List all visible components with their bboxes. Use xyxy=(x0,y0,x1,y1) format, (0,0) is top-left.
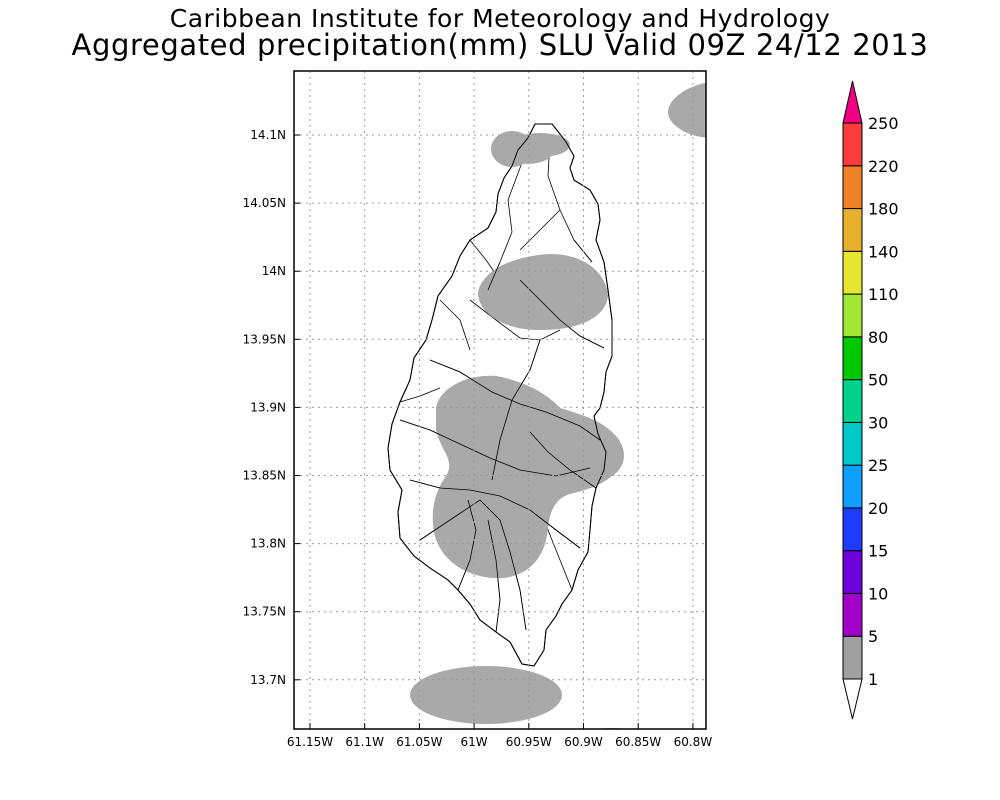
colorbar-label: 10 xyxy=(868,584,888,603)
island-coastline xyxy=(387,123,613,667)
lat-tick-label: 14N xyxy=(262,264,286,278)
colorbar-label: 140 xyxy=(868,242,899,261)
lat-tick-label: 13.9N xyxy=(250,400,286,414)
lat-tick-label: 13.7N xyxy=(250,673,286,687)
colorbar-segment xyxy=(842,592,863,637)
colorbar-segment xyxy=(842,379,863,423)
colorbar-label: 250 xyxy=(868,114,899,133)
lon-tick-label: 61.1W xyxy=(345,735,384,749)
lat-tick-label: 13.85N xyxy=(243,469,286,483)
precip-area-south xyxy=(410,666,562,724)
lon-tick-label: 61.15W xyxy=(287,735,333,749)
colorbar-segment xyxy=(842,208,863,252)
precip-area-central xyxy=(432,375,624,579)
colorbar-segment xyxy=(842,464,863,509)
lat-tick-label: 13.75N xyxy=(243,605,286,619)
precip-area-north-tip-3 xyxy=(510,133,570,157)
precipitation-areas xyxy=(410,82,706,729)
map-frame xyxy=(293,70,707,730)
colorbar-segment xyxy=(842,550,863,594)
colorbar-segment xyxy=(842,421,863,466)
grid-lines xyxy=(294,71,706,729)
colorbar-label: 110 xyxy=(868,285,899,304)
precip-area-far-ne xyxy=(668,82,706,138)
lon-tick-label: 60.95W xyxy=(506,735,552,749)
latitude-axis: 14.1N 14.05N 14N 13.95N 13.9N 13.85N 13.8N 13.7… xyxy=(243,128,300,687)
colorbar-segment xyxy=(842,165,863,210)
lat-tick-label: 14.05N xyxy=(243,196,286,210)
colorbar-label: 15 xyxy=(868,542,888,561)
lat-tick-label: 13.8N xyxy=(250,537,286,551)
longitude-axis: 61.15W 61.1W 61.05W 61W 60.95W 60.9W 60.85W 60.… xyxy=(287,723,712,749)
colorbar-segment xyxy=(842,635,863,680)
colorbar-label: 1 xyxy=(868,670,878,689)
colorbar-label: 30 xyxy=(868,413,888,432)
lon-tick-label: 60.9W xyxy=(564,735,603,749)
lat-tick-label: 13.95N xyxy=(243,332,286,346)
colorbar-label: 20 xyxy=(868,499,888,518)
title-line-1: Caribbean Institute for Meteorology and … xyxy=(169,4,831,33)
lon-tick-label: 61W xyxy=(461,735,488,749)
lat-tick-label: 14.1N xyxy=(250,128,286,142)
precip-area-north xyxy=(478,254,608,330)
colorbar-label: 25 xyxy=(868,456,888,475)
colorbar-segment xyxy=(842,507,863,552)
colorbar-label: 80 xyxy=(868,328,888,347)
lon-tick-label: 60.85W xyxy=(615,735,661,749)
colorbar-segment xyxy=(842,250,863,295)
colorbar-segment xyxy=(842,293,863,338)
colorbar-segment xyxy=(842,336,863,381)
colorbar-label: 5 xyxy=(868,627,878,646)
colorbar-label: 50 xyxy=(868,371,888,390)
colorbar-top-triangle xyxy=(842,80,863,124)
colorbar-label: 220 xyxy=(868,157,899,176)
lon-tick-label: 61.05W xyxy=(396,735,442,749)
title-line-2: Aggregated precipitation(mm) SLU Valid 0… xyxy=(71,28,929,62)
colorbar-label: 180 xyxy=(868,200,899,219)
colorbar-segment xyxy=(842,122,863,167)
colorbar-bottom-triangle xyxy=(842,678,863,720)
lon-tick-label: 60.8W xyxy=(674,735,713,749)
